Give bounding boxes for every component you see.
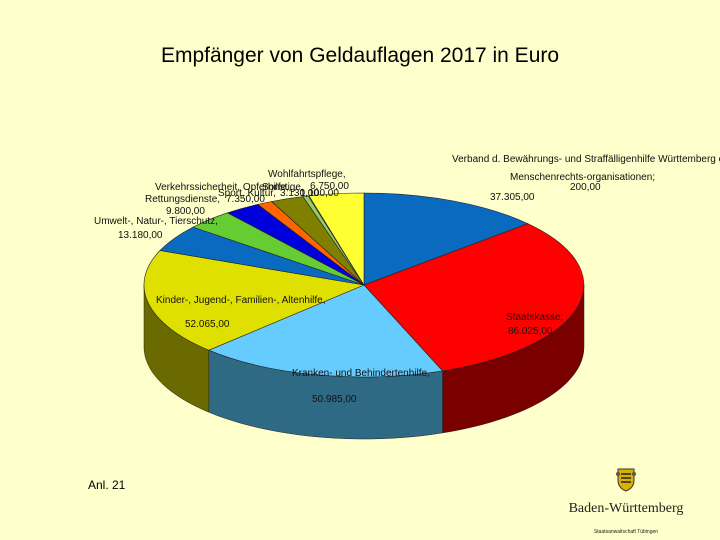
label-rettung: Rettungsdienste, 9.800,00 — [145, 194, 223, 217]
appendix-label: Anl. 21 — [88, 478, 126, 492]
coat-of-arms-icon — [616, 468, 636, 492]
label-verband: Verband d. Bewährungs- und Straffälligen… — [452, 154, 720, 203]
label-wohlfahrt: Wohlfahrtspflege, 6.750,00 — [268, 169, 349, 192]
label-verband-name: Verband d. Bewährungs- und Straffälligen… — [452, 154, 720, 165]
brand-name: Baden-Württemberg — [568, 501, 684, 516]
label-verband-value: 37.305,00 — [490, 192, 535, 203]
pie-slice-3 — [143, 250, 366, 351]
label-sonstige: Sonstige, 1.100,00 — [262, 182, 339, 199]
label-sport: Sport, Kultur, 3.130,00 — [218, 188, 319, 199]
label-verkehr: Verkehrssicherheit, Opferhilfe, 7.350,00 — [155, 182, 292, 205]
pie-slice-2 — [208, 284, 444, 378]
label-kranken: Kranken- und Behindertenhilfe, 50.985,00 — [292, 368, 433, 405]
label-menschenrechte: Menschenrechts-organisationen; 200,00 — [510, 172, 658, 193]
pie-slice-11 — [308, 192, 365, 287]
state-logo: Baden-Württemberg Staatsanwaltschaft Tüb… — [556, 466, 696, 535]
label-staatskasse: Staatskasse; 86.025,00 — [506, 312, 566, 337]
chart-title: Empfänger von Geldauflagen 2017 in Euro — [160, 44, 560, 67]
pie-slice-1 — [363, 223, 585, 372]
brand-subtitle: Staatsanwaltschaft Tübingen — [593, 529, 659, 535]
label-umwelt: Umwelt-, Natur-, Tierschutz, 13.180,00 — [94, 216, 221, 241]
pie-slice-0 — [363, 192, 529, 286]
label-kinder: Kinder-, Jugend-, Familien-, Altenhilfe,… — [156, 295, 328, 330]
